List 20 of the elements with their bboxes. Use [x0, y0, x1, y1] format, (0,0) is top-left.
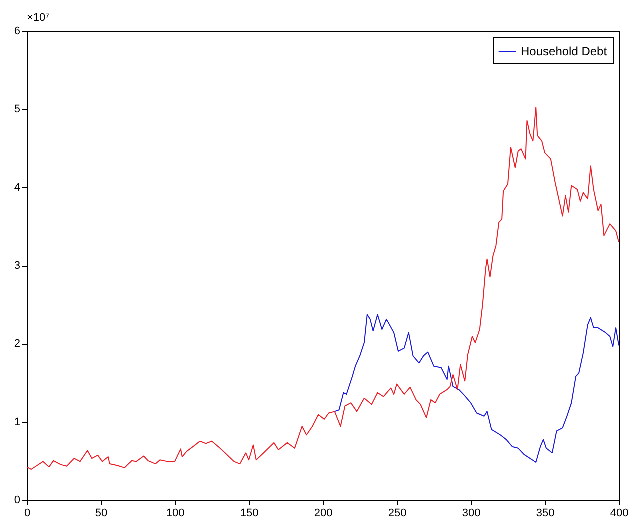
x-tick-label: 50 [95, 508, 108, 520]
legend-label: Household Debt [521, 44, 608, 58]
text: ×10⁷ [27, 12, 50, 24]
y-tick-label: 2 [14, 338, 20, 350]
y-tick-label: 0 [14, 494, 20, 506]
line-series [27, 107, 619, 470]
y-tick-label: 6 [14, 26, 20, 38]
x-tick-label: 250 [388, 508, 407, 520]
y-tick-label: 3 [14, 260, 20, 272]
x-tick-label: 100 [166, 508, 185, 520]
y-tick-label: 4 [14, 182, 20, 194]
line-series [334, 314, 619, 463]
x-tick-label: 400 [610, 508, 629, 520]
y-tick-label: 1 [14, 416, 20, 428]
x-tick-label: 200 [314, 508, 333, 520]
x-tick-label: 150 [240, 508, 259, 520]
x-tick-label: 350 [536, 508, 555, 520]
y-tick-label: 5 [14, 104, 20, 116]
x-tick-label: 300 [462, 508, 481, 520]
x-tick-label: 0 [24, 508, 31, 520]
